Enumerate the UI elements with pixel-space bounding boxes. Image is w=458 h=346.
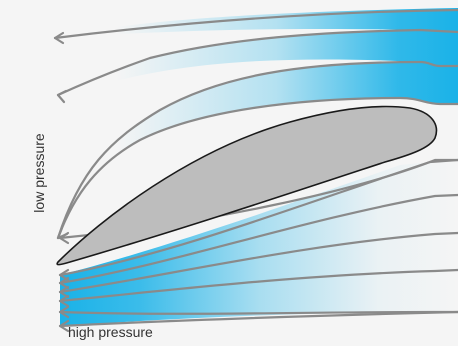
streamline-lower-2 — [58, 193, 458, 285]
streamline-upper-1 — [53, 8, 458, 40]
arrow-head-icon — [58, 285, 70, 299]
streamline-lower-5 — [58, 310, 458, 315]
arrow-head-icon — [58, 231, 70, 245]
streamline-lower-3 — [58, 231, 458, 294]
arrow-head-icon — [58, 319, 70, 333]
streamline-lower-6 — [58, 310, 458, 328]
arrow-head-icon — [58, 276, 70, 290]
streamline-upper-3 — [56, 60, 458, 240]
streamline-lower-1 — [58, 158, 458, 277]
arrow-head-icon — [58, 305, 70, 319]
arrow-head-icon — [53, 31, 65, 45]
streamline-lower-4 — [58, 268, 458, 303]
arrow-head-icon — [58, 294, 70, 308]
low-pressure-flow-region — [55, 8, 458, 238]
high-pressure-label: high pressure — [68, 324, 153, 340]
arrow-head-icon — [58, 268, 70, 282]
high-pressure-flow-region — [60, 162, 458, 326]
streamline-upper-2 — [56, 28, 458, 97]
airfoil — [56, 105, 438, 266]
low-pressure-label: low pressure — [31, 133, 47, 213]
arrowheads — [53, 31, 70, 333]
streamline-upper-4 — [56, 96, 458, 240]
arrow-head-icon — [56, 89, 68, 104]
